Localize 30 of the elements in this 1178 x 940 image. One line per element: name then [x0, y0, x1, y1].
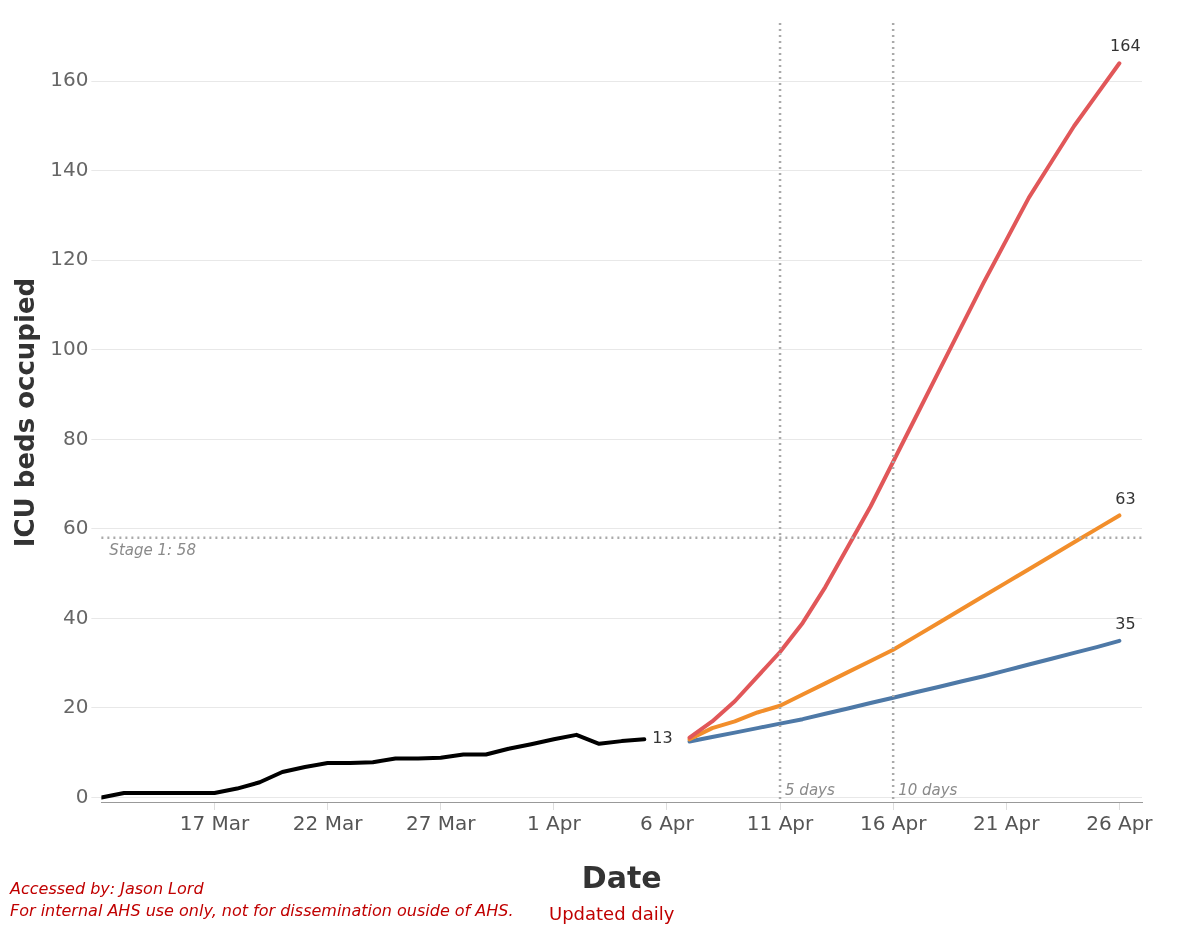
- text: Updated daily: [548, 902, 675, 924]
- x-tick-label: 11 Apr: [746, 811, 815, 836]
- x-tick-label: 1 Apr: [526, 811, 582, 836]
- y-tick-label: 80: [62, 425, 89, 450]
- x-tick-label: 21 Apr: [973, 811, 1041, 836]
- x-tick-label: 6 Apr: [640, 811, 695, 836]
- x-tick-label: 26 Apr: [1086, 811, 1154, 836]
- y-tick-label: 60: [62, 515, 89, 540]
- y-tick-label: 140: [50, 156, 89, 181]
- text: For internal AHS use only, not for dissemination ouside of AHS.: [10, 901, 514, 921]
- y-tick-label: 160: [50, 67, 89, 92]
- x-tick-label: 27 Mar: [405, 811, 477, 836]
- y-tick-label: 100: [50, 336, 89, 361]
- x-tick-label: 17 Mar: [179, 811, 251, 836]
- annotation: 164: [1110, 36, 1141, 56]
- text: Accessed by: Jason Lord: [9, 879, 205, 899]
- annotation: 35: [1115, 613, 1136, 633]
- x-tick-label: 22 Mar: [292, 811, 364, 836]
- ref-line-label: Stage 1: 58: [109, 541, 196, 560]
- y-axis-title: ICU beds occupied: [10, 277, 41, 548]
- y-tick-label: 120: [50, 246, 89, 271]
- annotation: 63: [1115, 488, 1136, 508]
- x-tick-label: 16 Apr: [859, 811, 928, 836]
- y-tick-label: 40: [62, 604, 89, 629]
- ref-line-label: 10 days: [898, 781, 958, 800]
- annotation: 13: [652, 728, 673, 748]
- y-tick-label: 0: [75, 783, 89, 808]
- ref-line-label: 5 days: [785, 781, 835, 800]
- x-axis-title: Date: [581, 859, 662, 895]
- y-tick-label: 20: [62, 694, 89, 719]
